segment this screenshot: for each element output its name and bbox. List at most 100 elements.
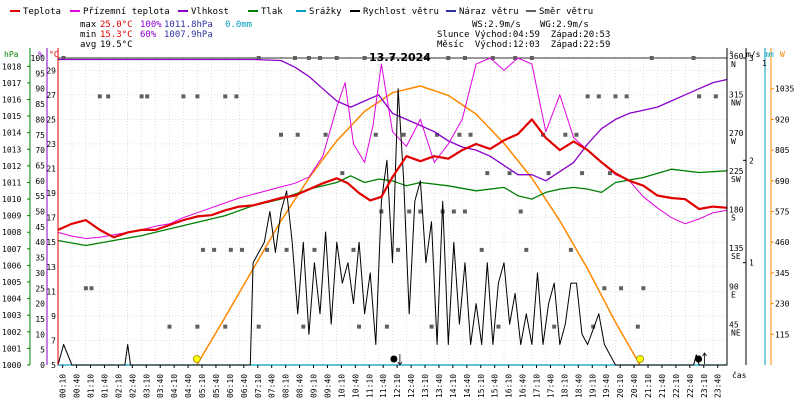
x-tick: 11:40 [379, 374, 388, 398]
c-tick: 29 [46, 66, 56, 75]
w-tick: 345 [775, 269, 790, 278]
direction-point [691, 56, 696, 60]
x-tick: 15:10 [477, 374, 486, 398]
direction-point [239, 247, 244, 252]
x-tick: 11:10 [365, 374, 374, 398]
hpa-tick: 1014 [2, 129, 21, 138]
pct-unit: % [38, 50, 43, 59]
direction-point [145, 94, 150, 99]
dir-name: NW [731, 98, 741, 107]
direction-point [485, 171, 490, 176]
direction-point [479, 247, 484, 252]
x-tick: 09:10 [310, 374, 319, 398]
direction-point [619, 286, 624, 291]
stat-sun-times: Slunce Východ:04:59 Západ:20:53 [437, 30, 610, 40]
x-tick: 15:40 [491, 374, 500, 398]
c-tick: 19 [46, 189, 56, 198]
direction-point [607, 171, 612, 176]
legend-label-direction: Směr větru [539, 7, 593, 17]
pct-tick: 25 [35, 284, 45, 293]
direction-point [713, 94, 718, 99]
legend-label-pressure: Tlak [261, 7, 283, 17]
direction-point [457, 132, 462, 137]
direction-point [613, 94, 618, 99]
x-tick: 20:40 [630, 374, 639, 398]
w-tick: 690 [775, 177, 790, 186]
x-tick: 21:10 [644, 374, 653, 398]
direction-point [468, 132, 473, 137]
x-tick: 01:40 [100, 374, 109, 398]
hpa-tick: 1013 [2, 145, 21, 154]
x-tick: 10:40 [351, 374, 360, 398]
hpa-tick: 1007 [2, 245, 21, 254]
pct-tick: 20 [35, 300, 45, 309]
direction-point [585, 94, 590, 99]
pct-tick: 85 [35, 100, 45, 109]
hpa-tick: 1015 [2, 112, 21, 121]
direction-point [181, 94, 186, 99]
direction-point [446, 56, 451, 60]
ms-tick: 2 [749, 156, 754, 165]
direction-point [390, 56, 395, 60]
legend-label-humidity: Vlhkost [191, 7, 229, 17]
w-tick: 1035 [775, 85, 794, 94]
w-unit: W [780, 50, 785, 59]
weather-lines [57, 57, 728, 366]
legend-label-gust: Náraz větru [459, 7, 519, 17]
w-tick: 575 [775, 208, 790, 217]
hpa-tick: 1006 [2, 261, 21, 270]
direction-point [401, 132, 406, 137]
c-tick: 25 [46, 115, 56, 124]
direction-point [490, 56, 495, 60]
dir-name: NE [731, 329, 741, 338]
direction-point [295, 132, 300, 137]
wind-direction-series [61, 56, 718, 329]
hpa-tick: 1016 [2, 95, 21, 104]
hpa-tick: 1001 [2, 344, 21, 353]
dir-tick: 45 [729, 321, 739, 330]
deg-unit: ° [729, 50, 734, 59]
x-tick: 14:40 [463, 374, 472, 398]
x-tick: 04:40 [184, 374, 193, 398]
x-tick: 05:40 [212, 374, 221, 398]
stat-max-temp: 25.0°C [100, 20, 133, 30]
dir-tick: 270 [729, 129, 744, 138]
w-tick: 230 [775, 300, 790, 309]
pct-tick: 70 [35, 146, 45, 155]
x-tick: 08:10 [282, 374, 291, 398]
direction-point [362, 56, 367, 60]
x-tick: 01:10 [87, 374, 96, 398]
ms-unit: m/s [746, 50, 761, 59]
sunset-marker [636, 355, 644, 363]
x-tick: 12:40 [407, 374, 416, 398]
moonset-arrowhead [702, 352, 707, 357]
hpa-tick: 1017 [2, 79, 21, 88]
direction-point [340, 171, 345, 176]
x-tick: 19:40 [602, 374, 611, 398]
pct-tick: 15 [35, 315, 45, 324]
w-tick: 805 [775, 146, 790, 155]
direction-point [279, 132, 283, 137]
hpa-tick: 1012 [2, 162, 21, 171]
pct-tick: 75 [35, 131, 45, 140]
x-tick: 16:10 [505, 374, 514, 398]
dir-name: S [731, 214, 736, 223]
x-tick: 14:10 [449, 374, 458, 398]
stat-min-humidity: 60% [140, 30, 157, 40]
direction-point [529, 56, 534, 60]
direction-point [373, 132, 378, 137]
direction-point [106, 94, 111, 99]
pct-tick: 55 [35, 192, 45, 201]
c-tick: 9 [51, 312, 56, 321]
direction-point [284, 247, 289, 252]
direction-point [301, 324, 306, 329]
direction-point [435, 132, 440, 137]
x-axis-label: čas [732, 370, 747, 380]
stat-moon-times: Měsíc Východ:12:03 Západ:22:59 [437, 40, 610, 50]
x-tick: 21:40 [658, 374, 667, 398]
mm-unit: mm [764, 50, 774, 59]
direction-point [312, 247, 317, 252]
pct-tick: 50 [35, 208, 45, 217]
c-unit: °C [49, 50, 59, 59]
